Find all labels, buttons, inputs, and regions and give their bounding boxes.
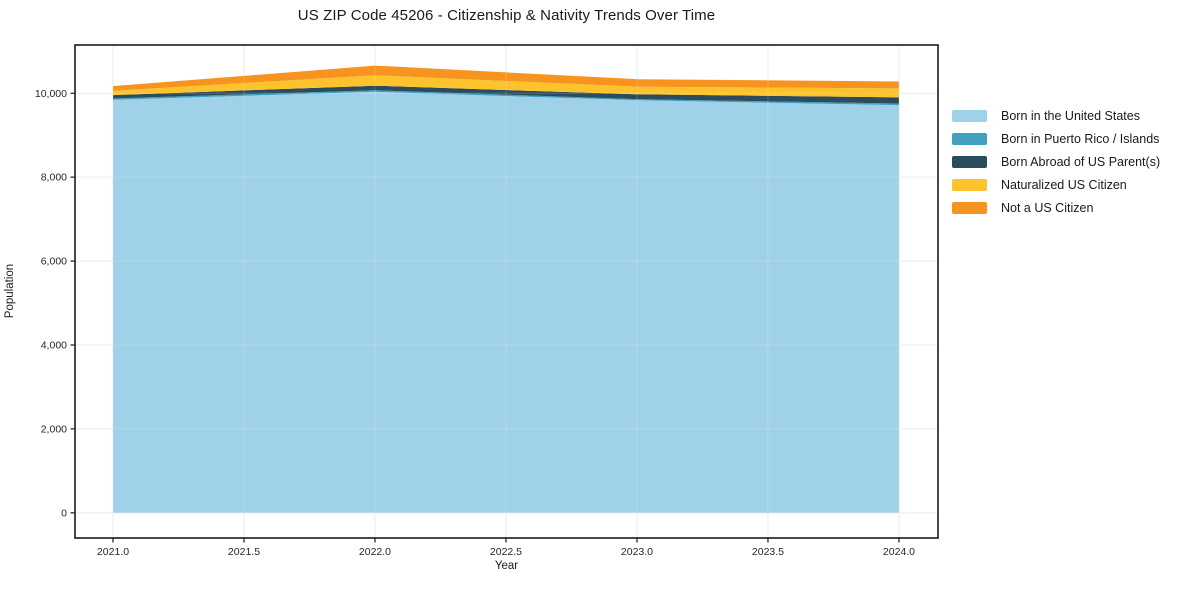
legend-label: Born in the United States — [1001, 108, 1140, 123]
y-axis-label: Population — [4, 263, 16, 319]
y-tick-label: 8,000 — [41, 172, 67, 184]
x-tick-label: 2023.0 — [621, 546, 653, 558]
legend-swatch-icon — [952, 155, 987, 168]
chart-title: US ZIP Code 45206 - Citizenship & Nativi… — [297, 7, 716, 24]
legend-label: Born in Puerto Rico / Islands — [1001, 131, 1160, 146]
legend-item-naturalized-us-citizen: Naturalized US Citizen — [952, 173, 1160, 196]
x-axis-label: Year — [494, 560, 519, 572]
y-tick-label: 4,000 — [41, 339, 67, 351]
legend-label: Naturalized US Citizen — [1001, 177, 1127, 192]
legend-item-born-in-the-united-states: Born in the United States — [952, 104, 1160, 127]
x-tick-label: 2022.0 — [359, 546, 391, 558]
area-series-naturalized-us-citizen — [113, 75, 899, 98]
legend-swatch-icon — [952, 178, 987, 191]
x-tick-label: 2021.0 — [97, 546, 129, 558]
legend-swatch-icon — [952, 132, 987, 145]
legend: Born in the United States Born in Puerto … — [952, 104, 1160, 219]
y-tick-label: 0 — [61, 507, 67, 519]
legend-swatch-icon — [952, 109, 987, 122]
area-series-not-a-us-citizen — [113, 65, 899, 91]
legend-item-not-a-us-citizen: Not a US Citizen — [952, 196, 1160, 219]
area-series-born-abroad-of-us-parent-s — [113, 85, 899, 104]
y-tick-label: 2,000 — [41, 423, 67, 435]
legend-swatch-icon — [952, 201, 987, 214]
legend-item-born-in-puerto-rico-islands: Born in Puerto Rico / Islands — [952, 127, 1160, 150]
x-tick-label: 2024.0 — [883, 546, 915, 558]
x-tick-label: 2023.5 — [752, 546, 784, 558]
x-tick-label: 2021.5 — [228, 546, 260, 558]
x-tick-label: 2022.5 — [490, 546, 522, 558]
legend-item-born-abroad-of-us-parent-s: Born Abroad of US Parent(s) — [952, 150, 1160, 173]
y-tick-label: 6,000 — [41, 256, 67, 268]
legend-label: Born Abroad of US Parent(s) — [1001, 154, 1161, 169]
y-tick-label: 10,000 — [35, 88, 67, 100]
legend-label: Not a US Citizen — [1001, 200, 1094, 215]
area-series-born-in-the-united-states — [113, 91, 899, 513]
